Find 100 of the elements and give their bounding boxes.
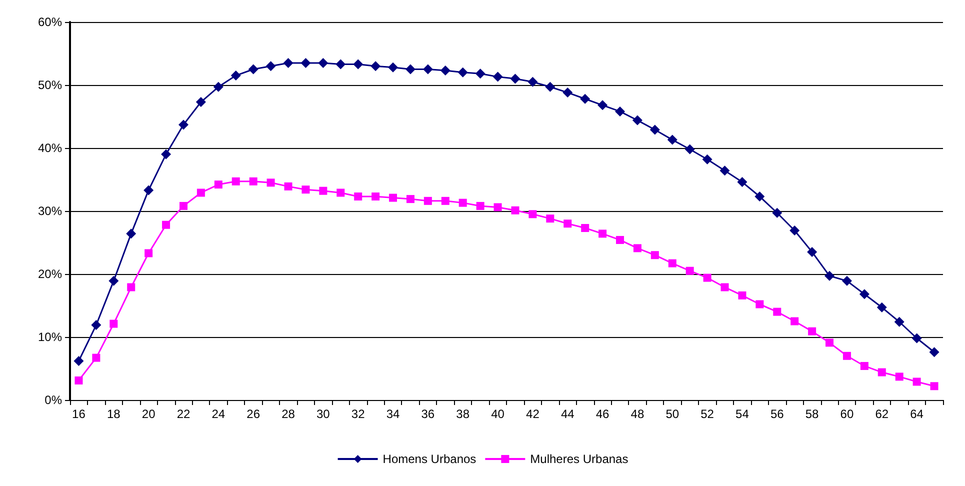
x-tick-label: 52: [700, 407, 714, 421]
y-tick-label: 60%: [38, 15, 62, 29]
point: [632, 115, 642, 126]
point: [353, 59, 364, 70]
point: [668, 259, 676, 268]
point: [336, 188, 345, 197]
point: [894, 316, 904, 327]
x-tick-label: 24: [212, 407, 226, 421]
point: [144, 185, 154, 196]
point: [422, 64, 433, 74]
point: [720, 166, 730, 176]
point: [283, 58, 294, 68]
point: [614, 106, 625, 116]
x-tick-label: 64: [910, 407, 924, 421]
point: [633, 244, 642, 252]
point: [510, 74, 520, 84]
point: [214, 180, 222, 189]
point: [441, 196, 450, 205]
point: [302, 186, 310, 194]
point: [650, 251, 659, 260]
point: [91, 320, 102, 330]
point: [475, 68, 486, 79]
point: [144, 249, 153, 258]
point: [336, 59, 346, 70]
x-tick-label: 46: [596, 407, 610, 421]
point: [598, 230, 607, 238]
point: [74, 376, 83, 384]
point: [702, 154, 712, 164]
point: [440, 66, 450, 76]
point: [494, 203, 502, 212]
point: [248, 64, 258, 74]
point: [424, 196, 432, 205]
point: [108, 276, 119, 286]
point: [458, 198, 467, 207]
y-tick-label: 10%: [38, 330, 62, 344]
point: [546, 214, 554, 223]
point: [686, 266, 694, 275]
x-tick-label: 34: [386, 407, 400, 421]
point: [232, 177, 240, 186]
point: [492, 72, 503, 82]
point: [372, 192, 380, 201]
point: [930, 382, 938, 390]
point: [300, 58, 311, 68]
point: [737, 177, 748, 188]
point: [754, 192, 765, 202]
x-tick-label: 42: [526, 407, 540, 421]
x-tick-label: 22: [176, 407, 190, 421]
x-tick-label: 30: [316, 407, 330, 421]
point: [929, 347, 940, 358]
point: [842, 276, 852, 286]
point: [912, 378, 921, 386]
point: [773, 308, 782, 316]
x-tick-label: 40: [491, 407, 505, 421]
point: [562, 88, 573, 98]
point: [667, 134, 678, 145]
point: [772, 208, 782, 218]
point: [388, 62, 398, 72]
point: [196, 97, 206, 108]
point: [598, 100, 608, 110]
point: [405, 64, 416, 74]
point: [389, 194, 398, 202]
x-tick-label: 32: [351, 407, 366, 421]
point: [319, 186, 328, 195]
x-tick-label: 20: [142, 407, 156, 421]
point: [878, 368, 886, 376]
y-tick-label: 50%: [38, 78, 62, 92]
point: [808, 327, 816, 336]
y-tick-label: 40%: [38, 141, 62, 155]
x-tick-label: 38: [456, 407, 470, 421]
point: [266, 61, 276, 72]
x-tick-label: 54: [736, 407, 750, 421]
x-tick-label: 60: [840, 407, 854, 421]
point: [581, 224, 590, 232]
point: [178, 120, 188, 130]
point: [179, 202, 188, 210]
point: [196, 188, 205, 197]
point: [126, 228, 136, 239]
x-tick-label: 58: [805, 407, 820, 421]
point: [756, 300, 764, 308]
point: [110, 320, 118, 328]
legend-label: Mulheres Urbanas: [530, 452, 628, 466]
point: [807, 246, 818, 257]
x-tick-label: 16: [72, 407, 86, 421]
point: [406, 195, 414, 204]
point: [895, 372, 904, 381]
y-tick-label: 20%: [38, 267, 62, 281]
point: [92, 354, 100, 362]
point: [354, 192, 362, 201]
point: [842, 352, 851, 360]
point: [284, 182, 292, 190]
point: [545, 82, 556, 92]
point: [528, 210, 537, 218]
x-tick-label: 18: [106, 407, 121, 421]
point: [684, 144, 695, 154]
point: [476, 202, 484, 210]
point: [650, 124, 660, 135]
point: [912, 333, 922, 344]
point: [458, 67, 468, 78]
point: [738, 291, 746, 300]
point: [616, 236, 624, 244]
